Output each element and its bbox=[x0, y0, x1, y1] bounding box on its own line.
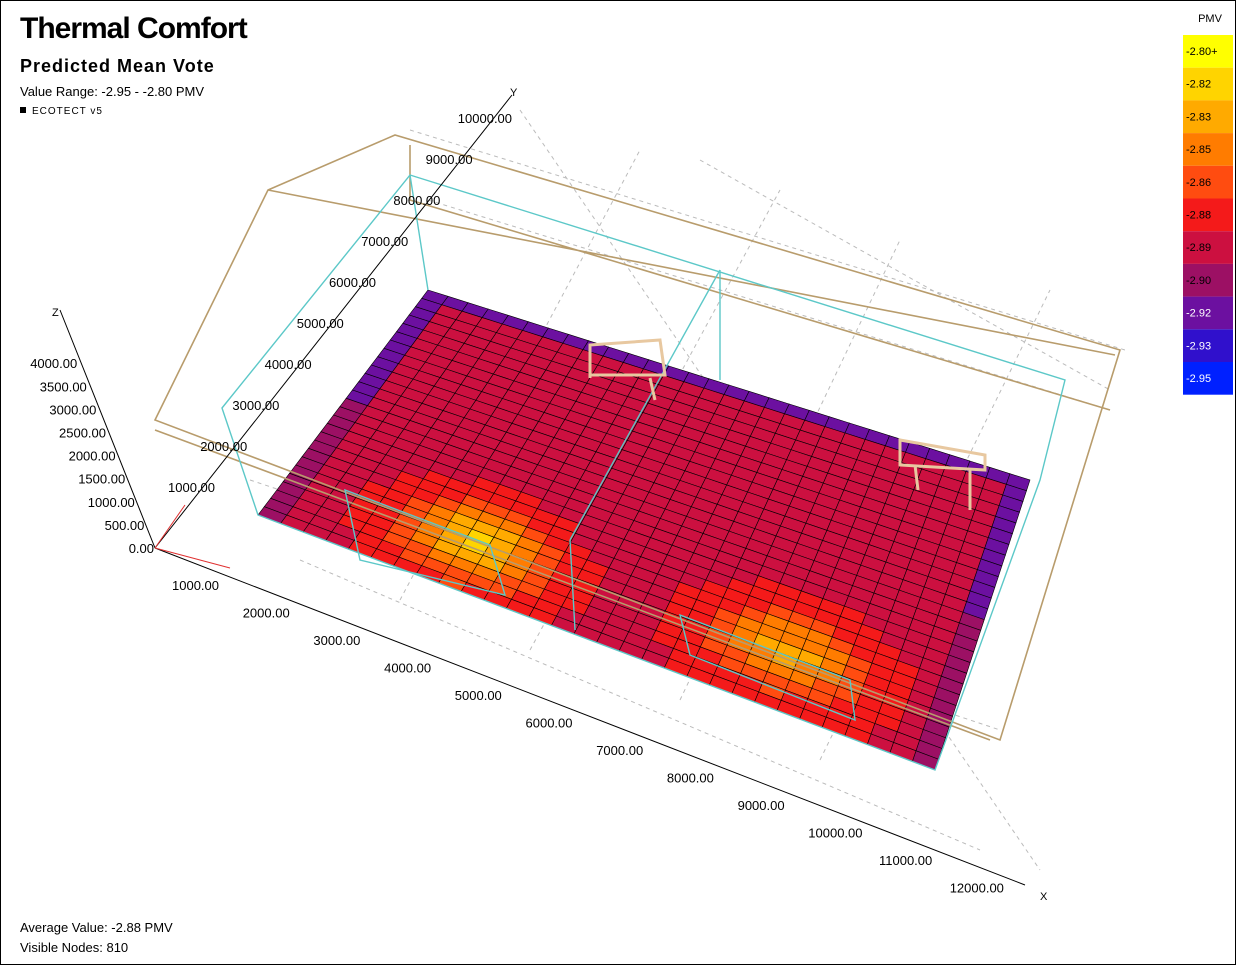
screen: 1000.00 2000.00 3000.00 4000.00 5000.00 6000.… bbox=[0, 0, 1236, 965]
legend: -2.80+ -2.82 -2.83 -2.85 -2.86 -2.88 -2.89 -2.9… bbox=[1183, 35, 1233, 395]
legend-label: -2.90 bbox=[1186, 275, 1211, 287]
z-tick-label: 500.00 bbox=[105, 518, 145, 533]
z-tick-label: 2000.00 bbox=[69, 449, 116, 464]
x-tick-label: 3000.00 bbox=[313, 633, 360, 648]
x-tick-label: 6000.00 bbox=[526, 716, 573, 731]
z-tick-label: 4000.00 bbox=[30, 356, 77, 371]
legend-label: -2.88 bbox=[1186, 210, 1211, 222]
legend-label: -2.92 bbox=[1186, 308, 1211, 320]
x-tick-label: 1000.00 bbox=[172, 578, 219, 593]
legend-label: -2.82 bbox=[1186, 79, 1211, 91]
y-tick-label: 6000.00 bbox=[329, 275, 376, 290]
x-tick-label: 4000.00 bbox=[384, 661, 431, 676]
z-axis-name: Z bbox=[52, 307, 59, 319]
legend-title: PMV bbox=[1198, 13, 1223, 25]
x-tick-label: 7000.00 bbox=[596, 743, 643, 758]
z-tick-label: 1000.00 bbox=[88, 495, 135, 510]
x-tick-label: 9000.00 bbox=[738, 798, 785, 813]
y-tick-label: 2000.00 bbox=[200, 439, 247, 454]
y-tick-label: 9000.00 bbox=[426, 152, 473, 167]
z-tick-label: 3500.00 bbox=[40, 379, 87, 394]
value-range: Value Range: -2.95 - -2.80 PMV bbox=[20, 84, 204, 99]
x-tick-label: 11000.00 bbox=[879, 853, 932, 868]
y-tick-label: 8000.00 bbox=[393, 193, 440, 208]
legend-label: -2.86 bbox=[1186, 177, 1211, 189]
legend-label: -2.80+ bbox=[1186, 46, 1218, 58]
y-axis-name: Y bbox=[510, 87, 518, 99]
y-tick-label: 5000.00 bbox=[297, 316, 344, 331]
legend-label: -2.85 bbox=[1186, 144, 1211, 156]
x-tick-label: 5000.00 bbox=[455, 688, 502, 703]
x-tick-label: 8000.00 bbox=[667, 771, 714, 786]
x-tick-label: 12000.00 bbox=[950, 881, 1004, 896]
logo: ECOTECT v5 bbox=[32, 106, 103, 117]
visible-nodes: Visible Nodes: 810 bbox=[20, 940, 128, 955]
y-tick-label: 4000.00 bbox=[265, 357, 312, 372]
y-tick-label: 1000.00 bbox=[168, 480, 215, 495]
average-value: Average Value: -2.88 PMV bbox=[20, 920, 173, 935]
z-tick-label: 2500.00 bbox=[59, 426, 106, 441]
x-tick-label: 2000.00 bbox=[243, 606, 290, 621]
title: Thermal Comfort bbox=[20, 12, 248, 45]
z-tick-label: 0.00 bbox=[129, 541, 154, 556]
logo-mark bbox=[20, 107, 26, 113]
z-tick-label: 1500.00 bbox=[78, 472, 125, 487]
x-axis-name: X bbox=[1040, 891, 1048, 903]
y-tick-label: 7000.00 bbox=[361, 234, 408, 249]
x-tick-label: 10000.00 bbox=[808, 826, 862, 841]
y-tick-label: 10000.00 bbox=[458, 111, 512, 126]
legend-label: -2.83 bbox=[1186, 111, 1211, 123]
subtitle: Predicted Mean Vote bbox=[20, 56, 215, 76]
legend-label: -2.93 bbox=[1186, 340, 1211, 352]
legend-label: -2.89 bbox=[1186, 242, 1211, 254]
y-tick-label: 3000.00 bbox=[232, 398, 279, 413]
z-tick-label: 3000.00 bbox=[49, 402, 96, 417]
legend-label: -2.95 bbox=[1186, 373, 1211, 385]
